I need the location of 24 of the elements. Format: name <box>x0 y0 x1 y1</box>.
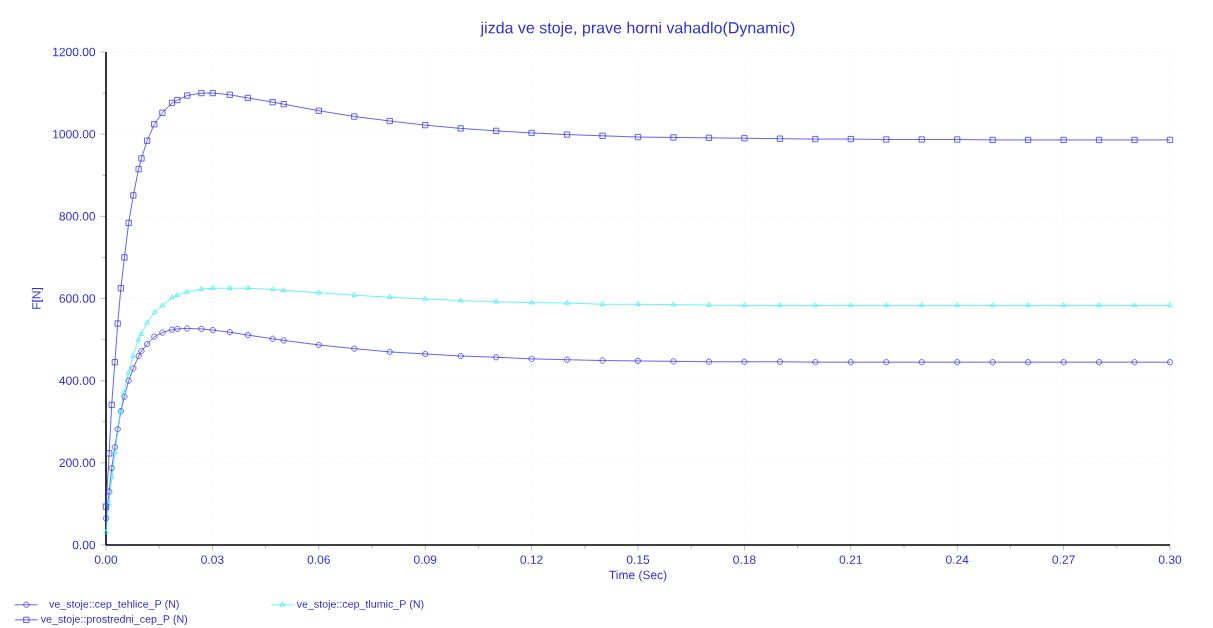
x-tick-label: 0.09 <box>413 555 437 564</box>
y-tick-label: 0.00 <box>72 540 96 550</box>
x-axis-title: Time (Sec) <box>609 570 667 582</box>
y-tick-label: 200.00 <box>59 458 96 468</box>
x-tick-label: 0.24 <box>945 555 969 564</box>
x-tick-label: 0.12 <box>520 555 543 564</box>
x-tick-label: 0.18 <box>733 555 756 564</box>
chart-title: jizda ve stoje, prave horni vahadlo(Dynamic) <box>480 21 795 37</box>
y-axis-title: F[N] <box>31 288 44 309</box>
y-tick-label: 1200.00 <box>53 47 96 57</box>
x-tick-label: 0.03 <box>201 555 224 564</box>
y-tick-label: 600.00 <box>59 294 96 303</box>
x-tick-label: 0.30 <box>1158 555 1182 564</box>
y-tick-label: 400.00 <box>59 376 96 385</box>
x-tick-label: 0.06 <box>307 555 330 564</box>
legend-label: ve_stoje::cep_tlumic_P (N) <box>296 599 424 610</box>
x-tick-label: 0.00 <box>94 555 118 564</box>
y-tick-label: 800.00 <box>59 212 96 221</box>
legend-label: ve_stoje::cep_tehlice_P (N) <box>49 599 179 610</box>
x-tick-label: 0.27 <box>1052 555 1075 564</box>
x-tick-label: 0.15 <box>626 555 650 564</box>
x-tick-label: 0.21 <box>839 555 862 564</box>
y-tick-label: 1000.00 <box>53 129 96 139</box>
legend-label: ve_stoje::prostredni_cep_P (N) <box>40 614 188 625</box>
